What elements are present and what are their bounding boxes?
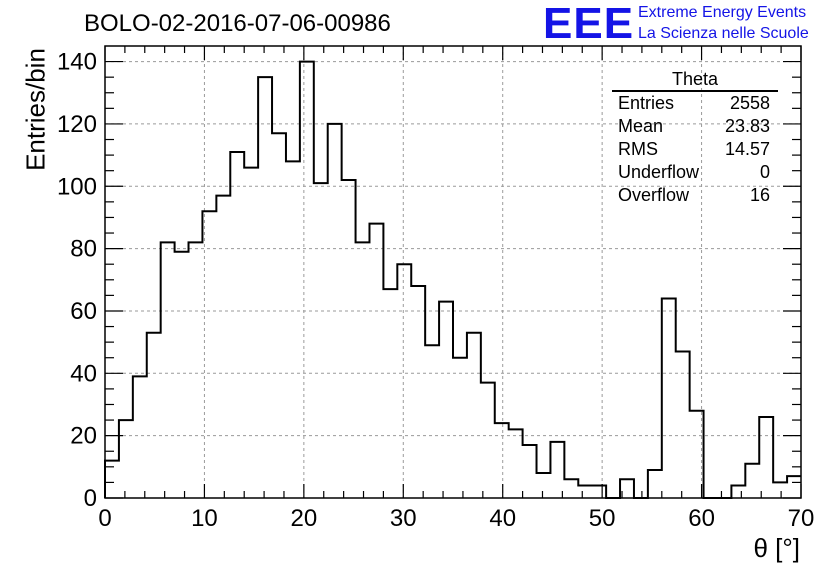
- y-axis-label: Entries/bin: [20, 48, 51, 171]
- stats-value: 2558: [729, 93, 770, 113]
- stats-label: Underflow: [618, 162, 700, 182]
- histogram-bin: [286, 161, 300, 498]
- histogram-bin: [676, 351, 690, 498]
- axis-ticks: [104, 46, 802, 499]
- histogram-bin: [300, 62, 314, 498]
- x-axis-label: θ [°]: [753, 533, 800, 563]
- plot-frame: [104, 45, 802, 499]
- y-tick-label: 60: [70, 298, 97, 325]
- histogram-bin: [161, 242, 175, 498]
- histogram-bin: [523, 445, 537, 498]
- y-tick-labels: 0 20 40 60 80 100 120 140: [57, 49, 97, 512]
- histogram-bin: [439, 302, 453, 498]
- histogram-bin: [147, 333, 161, 498]
- plot-border: [104, 45, 802, 499]
- histogram-bin: [216, 196, 230, 498]
- histogram-bin: [175, 252, 189, 498]
- histogram-bin: [592, 486, 606, 498]
- histogram-bin: [564, 479, 578, 498]
- stats-row-entries: Entries 2558: [610, 92, 778, 115]
- stats-label: RMS: [618, 139, 658, 159]
- histogram-bin: [731, 486, 745, 498]
- y-tick-label: 100: [57, 173, 97, 200]
- y-tick-label: 20: [70, 423, 97, 450]
- stats-label: Overflow: [618, 185, 690, 205]
- stats-row-mean: Mean 23.83: [610, 115, 778, 138]
- histogram-bin: [272, 133, 286, 498]
- histogram-bin: [411, 286, 425, 498]
- histogram-bin: [467, 333, 481, 498]
- histogram-bin: [258, 77, 272, 498]
- y-tick-label: 0: [84, 485, 97, 512]
- x-tick-label: 40: [489, 505, 516, 532]
- histogram-bin: [397, 264, 411, 498]
- y-tick-label: 120: [57, 111, 97, 138]
- x-tick-label: 0: [98, 505, 111, 532]
- stats-value: 16: [749, 185, 770, 205]
- histogram-bin: [314, 183, 328, 498]
- histogram-bin: [578, 486, 592, 498]
- histogram-bin: [425, 345, 439, 498]
- histogram-bin: [189, 242, 203, 498]
- histogram-bin: [230, 152, 244, 498]
- histogram-bin: [745, 464, 759, 498]
- logo-line-1: Extreme Energy Events: [638, 4, 807, 21]
- histogram-bin: [383, 289, 397, 498]
- stats-label: Entries: [618, 93, 675, 113]
- histogram-bin: [105, 461, 119, 498]
- histogram-bin: [537, 473, 551, 498]
- histogram-bin: [244, 168, 258, 498]
- histogram-bin: [453, 358, 467, 498]
- histogram-bin: [550, 442, 564, 498]
- histogram-bin: [495, 423, 509, 498]
- y-tick-label: 40: [70, 360, 97, 387]
- histogram-bin: [509, 429, 523, 498]
- histogram-bin: [662, 298, 676, 498]
- histogram-bin: [759, 417, 773, 498]
- y-tick-label: 80: [70, 236, 97, 263]
- histogram-outline: [104, 60, 801, 499]
- logo-line-2: La Scienza nelle Scuole: [638, 25, 809, 42]
- stats-row-underflow: Underflow 0: [610, 161, 778, 184]
- stats-box: Theta Entries 2558 Mean 23.83 RMS 14.57 …: [610, 68, 778, 207]
- chart-title: BOLO-02-2016-07-06-00986: [84, 10, 391, 37]
- histogram-bin: [369, 224, 383, 498]
- x-tick-label: 20: [291, 505, 318, 532]
- stats-row-overflow: Overflow 16: [610, 184, 778, 207]
- x-tick-label: 30: [390, 505, 417, 532]
- histogram-bin: [328, 124, 342, 498]
- histogram-bin: [133, 376, 147, 498]
- x-tick-label: 60: [688, 505, 715, 532]
- histogram-bin: [119, 420, 133, 498]
- stats-label: Mean: [618, 116, 664, 136]
- stats-row-rms: RMS 14.57: [610, 138, 778, 161]
- histogram-bin: [773, 482, 787, 498]
- x-tick-labels: 0 10 20 30 40 50 60 70: [98, 505, 814, 532]
- x-tick-label: 70: [788, 505, 815, 532]
- histogram-bin: [648, 470, 662, 498]
- eee-logo: EEE: [543, 0, 635, 48]
- histogram-bin: [202, 211, 216, 498]
- stats-value: 0: [759, 162, 770, 182]
- histogram-bin: [787, 476, 801, 498]
- x-tick-label: 50: [589, 505, 616, 532]
- x-tick-label: 10: [191, 505, 218, 532]
- y-tick-label: 140: [57, 49, 97, 76]
- stats-value: 23.83: [724, 116, 770, 136]
- histogram-series: [104, 60, 801, 499]
- stats-title: Theta: [612, 68, 778, 92]
- stats-value: 14.57: [724, 139, 770, 159]
- histogram-bin: [342, 180, 356, 498]
- histogram-bin: [481, 383, 495, 498]
- histogram-bin: [356, 242, 370, 498]
